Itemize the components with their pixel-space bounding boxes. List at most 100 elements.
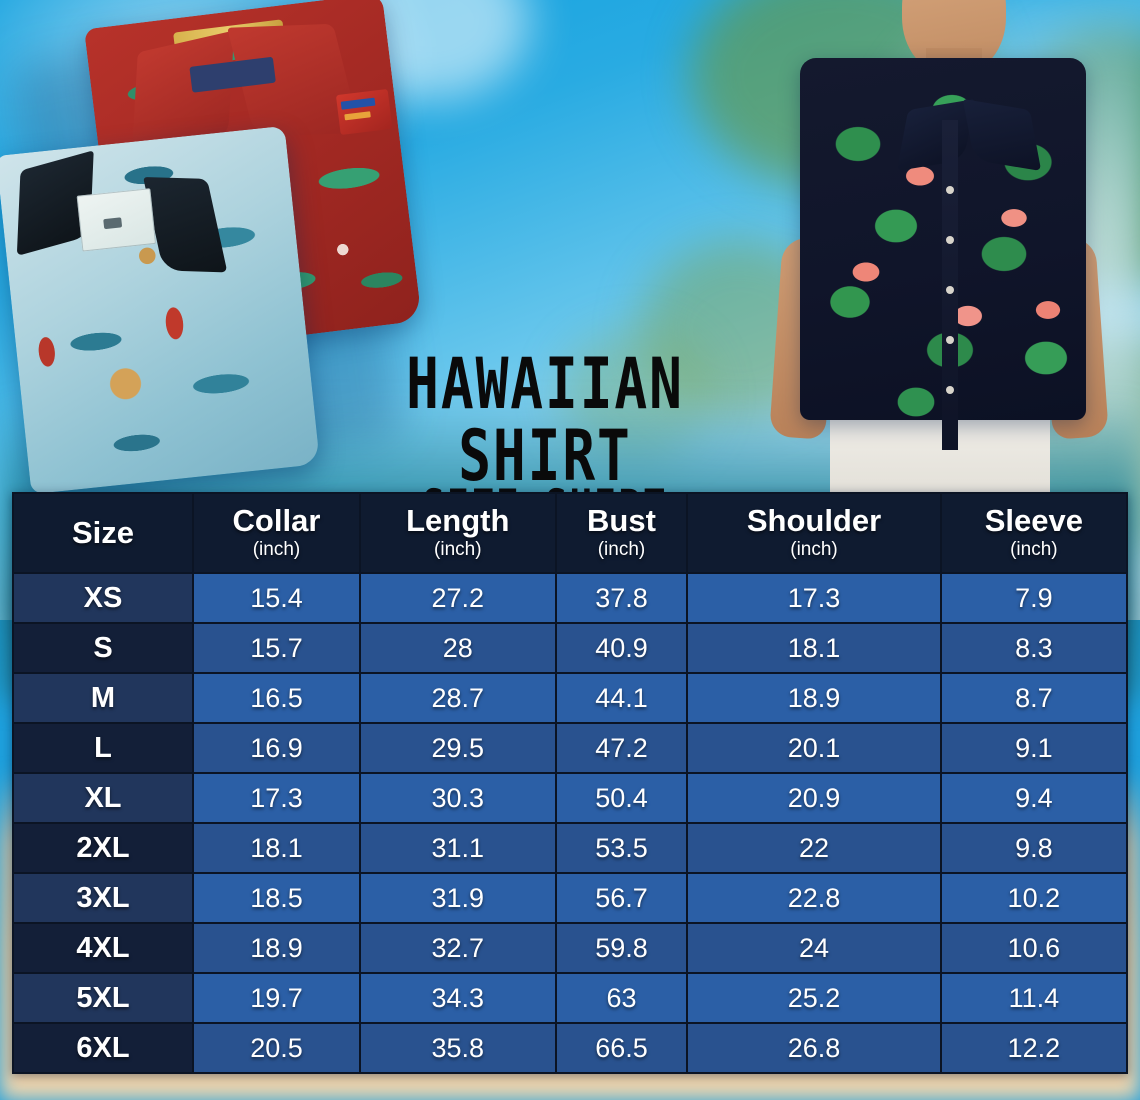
cell-shoulder: 22 [686,822,942,874]
cell-sleeve: 10.2 [939,872,1129,924]
cell-shoulder: 20.9 [686,772,942,824]
cell-size: 2XL [12,822,194,874]
cell-bust: 40.9 [554,622,689,674]
header-cell-shoulder: Shoulder (inch) [686,492,942,574]
cell-sleeve: 12.2 [939,1022,1129,1074]
cell-shoulder: 17.3 [686,572,942,624]
cell-collar: 17.3 [192,772,361,824]
cell-sleeve: 8.3 [939,622,1129,674]
cell-shoulder: 18.9 [686,672,942,724]
table-header: Size Collar (inch) Length (inch) Bust (i… [12,492,1129,574]
cell-bust: 66.5 [554,1022,689,1074]
table-row: XS 15.4 27.2 37.8 17.3 7.9 [12,572,1129,624]
cell-size: 5XL [12,972,194,1024]
header-label-collar: Collar [232,503,321,539]
cell-size: L [12,722,194,774]
shirt-button-2 [946,236,954,244]
cell-shoulder: 26.8 [686,1022,942,1074]
header-label-length: Length [406,503,510,539]
cell-length: 31.9 [358,872,557,924]
cell-shoulder: 20.1 [686,722,942,774]
cell-bust: 50.4 [554,772,689,824]
cell-collar: 20.5 [192,1022,361,1074]
cell-bust: 47.2 [554,722,689,774]
cell-length: 27.2 [358,572,557,624]
cell-bust: 37.8 [554,572,689,624]
cell-collar: 18.1 [192,822,361,874]
model-photo [720,0,1140,500]
table-row: 4XL 18.9 32.7 59.8 24 10.6 [12,922,1129,974]
cell-sleeve: 9.8 [939,822,1129,874]
cell-size: 6XL [12,1022,194,1074]
header-label-shoulder: Shoulder [746,503,882,539]
cell-size: S [12,622,194,674]
cell-sleeve: 11.4 [939,972,1129,1024]
cell-collar: 15.7 [192,622,361,674]
cell-size: XL [12,772,194,824]
cell-collar: 16.9 [192,722,361,774]
shirt-button-1 [946,186,954,194]
cell-length: 32.7 [358,922,557,974]
cell-shoulder: 18.1 [686,622,942,674]
cell-length: 30.3 [358,772,557,824]
table-row: XL 17.3 30.3 50.4 20.9 9.4 [12,772,1129,824]
cell-sleeve: 10.6 [939,922,1129,974]
header-cell-bust: Bust (inch) [554,492,689,574]
cell-collar: 18.5 [192,872,361,924]
header-row: Size Collar (inch) Length (inch) Bust (i… [12,492,1129,574]
header-unit-bust: (inch) [597,538,646,560]
cell-bust: 63 [554,972,689,1024]
table-row: L 16.9 29.5 47.2 20.1 9.1 [12,722,1129,774]
cell-bust: 59.8 [554,922,689,974]
cell-shoulder: 22.8 [686,872,942,924]
header-cell-length: Length (inch) [358,492,557,574]
cell-bust: 44.1 [554,672,689,724]
header-cell-sleeve: Sleeve (inch) [939,492,1129,574]
blue-shirt-chest-pocket [76,188,157,252]
shirt-button-4 [946,336,954,344]
table-row: 5XL 19.7 34.3 63 25.2 11.4 [12,972,1129,1024]
header-cell-size: Size [12,492,194,574]
table-row: 3XL 18.5 31.9 56.7 22.8 10.2 [12,872,1129,924]
cell-bust: 53.5 [554,822,689,874]
cell-length: 35.8 [358,1022,557,1074]
cell-length: 28.7 [358,672,557,724]
cell-size: 4XL [12,922,194,974]
model-navy-flamingo-shirt [800,58,1086,450]
cell-size: 3XL [12,872,194,924]
cell-bust: 56.7 [554,872,689,924]
cell-collar: 16.5 [192,672,361,724]
header-cell-collar: Collar (inch) [192,492,361,574]
table-body: XS 15.4 27.2 37.8 17.3 7.9 S 15.7 28 40.9 18.1 8.3 M… [12,572,1129,1074]
header-label-size: Size [71,515,135,551]
model-shirt-collar-right [962,98,1042,172]
cell-length: 34.3 [358,972,557,1024]
cell-length: 31.1 [358,822,557,874]
table-row: M 16.5 28.7 44.1 18.9 8.7 [12,672,1129,724]
cell-size: XS [12,572,194,624]
cell-shoulder: 24 [686,922,942,974]
table-row: 2XL 18.1 31.1 53.5 22 9.8 [12,822,1129,874]
cell-length: 29.5 [358,722,557,774]
red-shirt-sleeve-patch [335,88,393,136]
blue-shirt-collar-right [143,176,228,273]
header-unit-collar: (inch) [252,538,301,560]
cell-size: M [12,672,194,724]
header-unit-length: (inch) [434,538,482,560]
header-unit-sleeve: (inch) [1010,538,1058,560]
cell-sleeve: 8.7 [939,672,1129,724]
model-shirt-collar-left [896,98,976,172]
cell-collar: 19.7 [192,972,361,1024]
cell-collar: 15.4 [192,572,361,624]
shirt-button-5 [946,386,954,394]
page-title: HAWAIIAN SHIRT [406,341,684,498]
cell-shoulder: 25.2 [686,972,942,1024]
header-label-bust: Bust [587,503,656,539]
model-shirt-placket [942,120,958,450]
shirt-button-3 [946,286,954,294]
cell-collar: 18.9 [192,922,361,974]
cell-sleeve: 9.4 [939,772,1129,824]
header-unit-shoulder: (inch) [790,538,838,560]
cell-sleeve: 7.9 [939,572,1129,624]
header-label-sleeve: Sleeve [984,503,1083,539]
